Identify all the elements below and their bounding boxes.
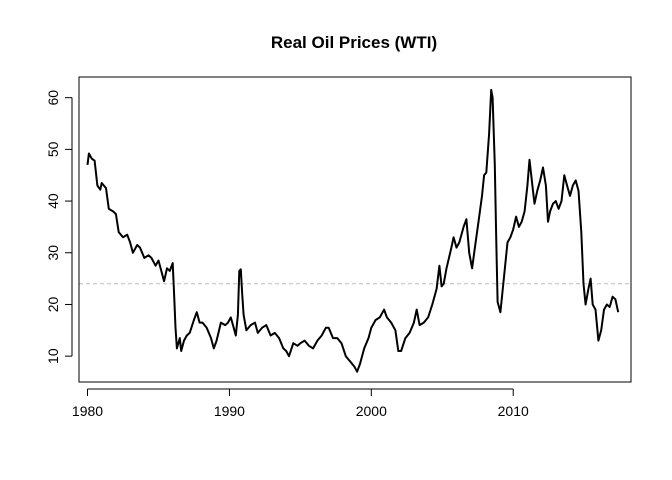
series-line	[86, 88, 620, 373]
x-tick-label: 2000	[356, 403, 387, 419]
x-tick-label: 2010	[498, 403, 529, 419]
x-axis: 1980 1990 2000 2010	[72, 388, 529, 419]
y-tick-label: 20	[45, 296, 61, 312]
y-tick-label: 60	[45, 90, 61, 106]
y-tick-label: 50	[45, 141, 61, 157]
y-tick-label: 10	[45, 348, 61, 364]
x-tick-label: 1990	[214, 403, 245, 419]
y-axis: 10 20 30 40 50 60	[45, 90, 73, 364]
chart-title: Real Oil Prices (WTI)	[271, 33, 437, 52]
y-tick-label: 30	[45, 245, 61, 261]
x-tick-label: 1980	[72, 403, 103, 419]
plot-frame	[78, 76, 632, 383]
y-tick-label: 40	[45, 193, 61, 209]
